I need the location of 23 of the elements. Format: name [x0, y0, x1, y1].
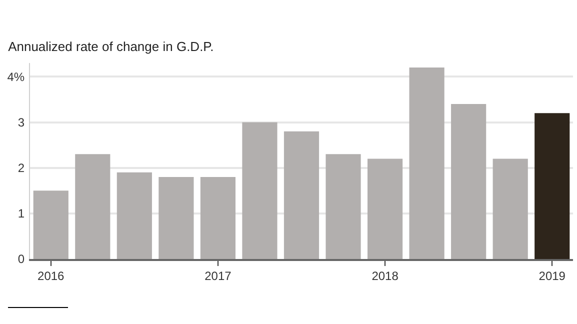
bar	[534, 113, 570, 259]
y-tick-label: 4%	[7, 70, 25, 84]
bar	[75, 154, 110, 259]
chart-title: Annualized rate of change in G.D.P.	[8, 39, 214, 54]
bar	[451, 104, 486, 259]
bar	[116, 172, 152, 259]
bar	[284, 131, 320, 259]
y-tick-label: 1	[18, 206, 25, 221]
bar	[326, 154, 361, 259]
bar	[158, 176, 194, 259]
y-tick-label: 0	[18, 252, 25, 266]
x-tick-label: 2019	[538, 269, 566, 284]
y-tick-label: 3	[18, 115, 25, 130]
y-tick-label: 2	[18, 161, 25, 176]
bar	[33, 190, 68, 259]
x-tick-label: 2017	[204, 269, 232, 284]
bar	[200, 176, 236, 259]
x-tick-label: 2016	[38, 269, 65, 284]
bar	[492, 158, 528, 259]
bar	[368, 158, 403, 259]
bar	[242, 122, 278, 259]
bar	[409, 68, 444, 259]
x-tick-label: 2018	[372, 269, 399, 284]
